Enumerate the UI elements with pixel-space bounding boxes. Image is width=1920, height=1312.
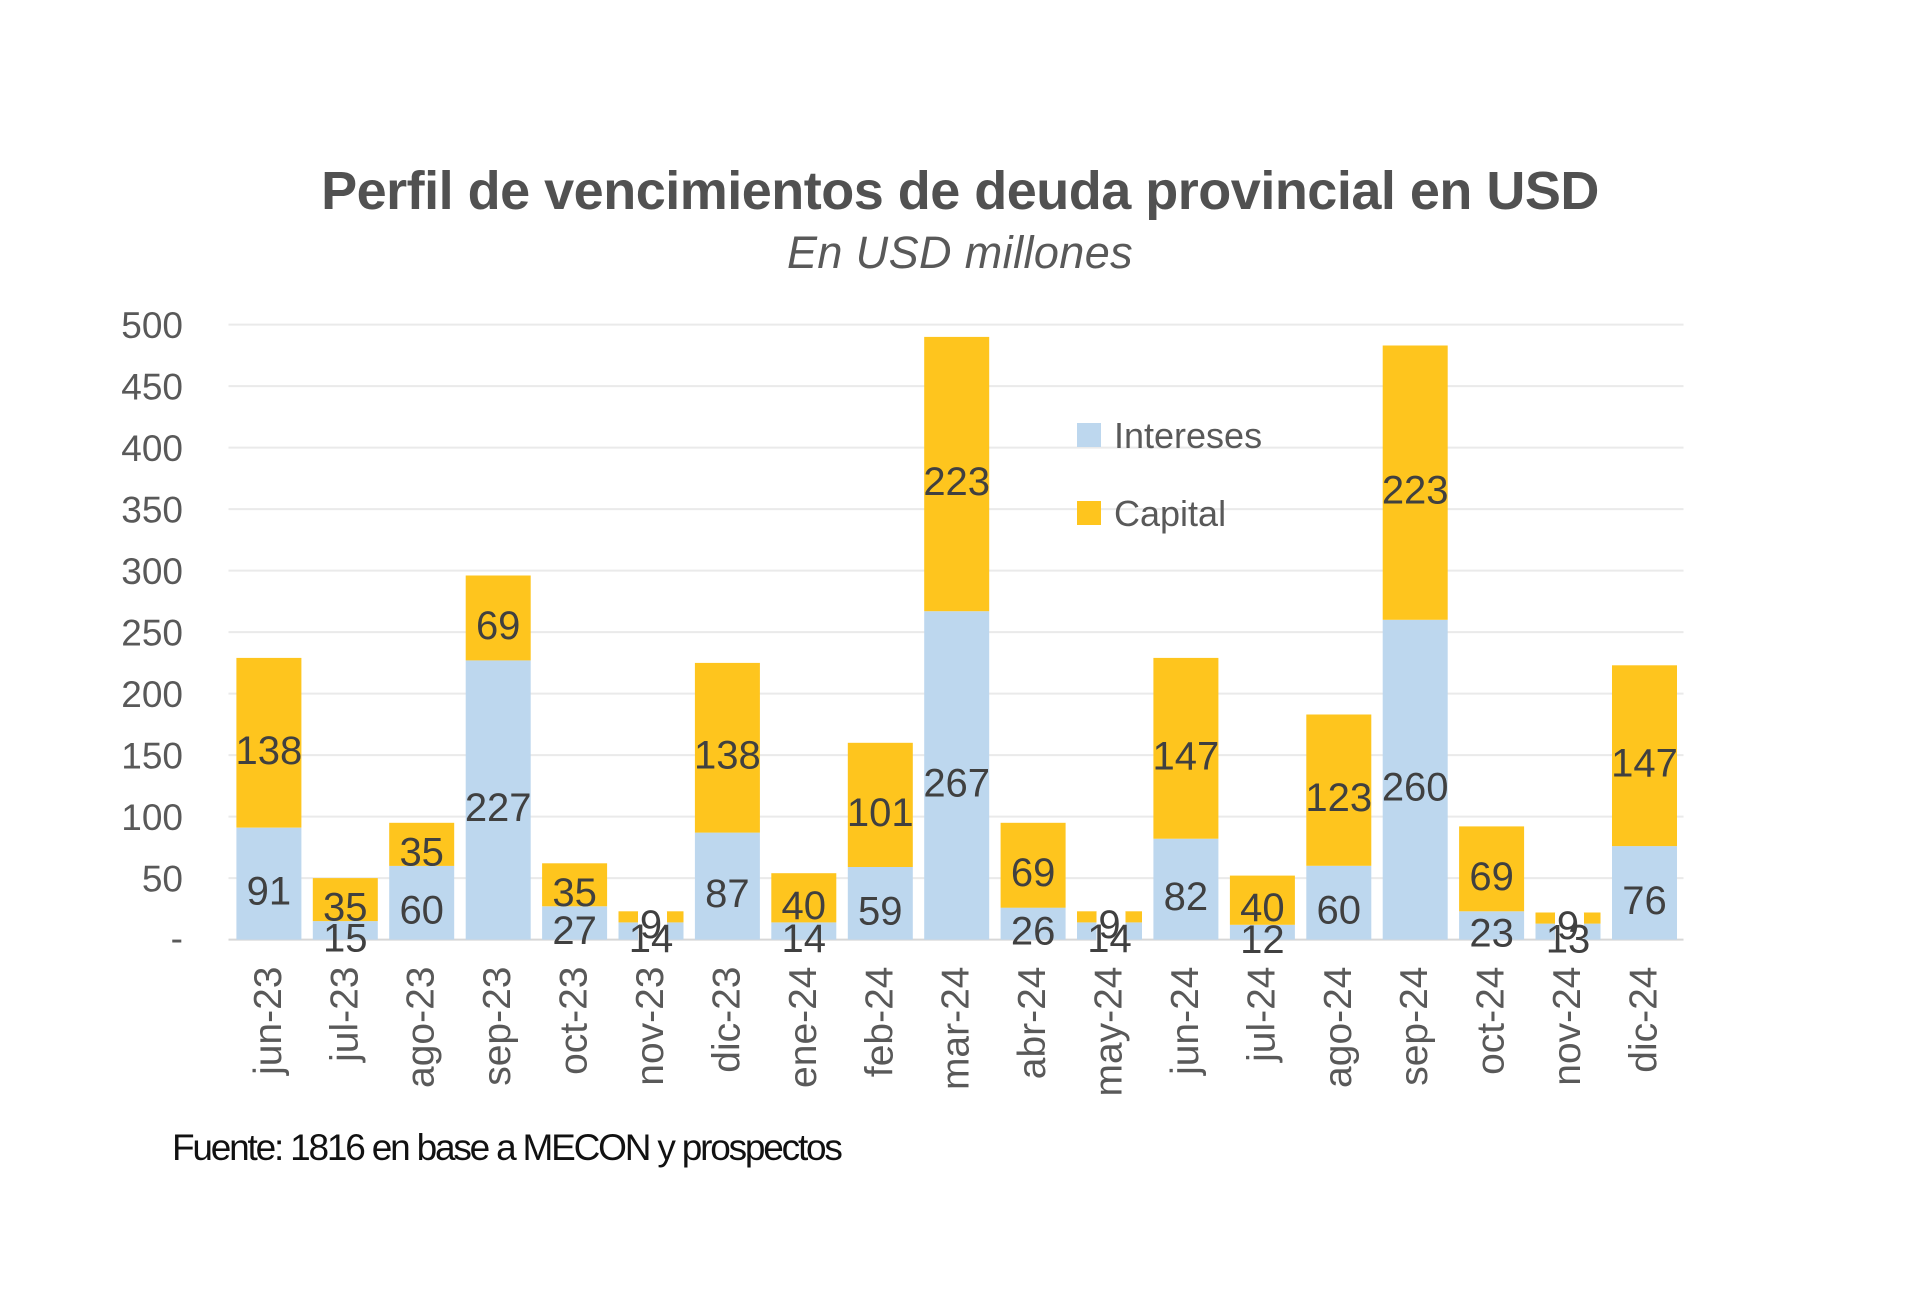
svg-text:14: 14 bbox=[1087, 917, 1132, 961]
svg-text:400: 400 bbox=[121, 428, 183, 469]
svg-text:250: 250 bbox=[121, 612, 183, 653]
svg-text:9: 9 bbox=[640, 903, 662, 947]
svg-text:76: 76 bbox=[1622, 879, 1667, 923]
svg-text:87: 87 bbox=[705, 872, 750, 916]
svg-text:abr-24: abr-24 bbox=[1011, 967, 1054, 1080]
svg-text:223: 223 bbox=[1382, 469, 1449, 513]
svg-text:jul-24: jul-24 bbox=[1240, 967, 1283, 1063]
svg-text:-: - bbox=[171, 918, 183, 959]
svg-text:450: 450 bbox=[121, 366, 183, 407]
svg-text:59: 59 bbox=[858, 889, 903, 933]
svg-text:14: 14 bbox=[782, 917, 827, 961]
svg-text:14: 14 bbox=[629, 917, 674, 961]
svg-text:69: 69 bbox=[1011, 851, 1056, 895]
svg-text:69: 69 bbox=[1469, 855, 1514, 899]
svg-text:300: 300 bbox=[121, 551, 183, 592]
svg-text:Perfil de vencimientos de deud: Perfil de vencimientos de deuda provinci… bbox=[321, 161, 1599, 221]
svg-text:jul-23: jul-23 bbox=[323, 967, 366, 1063]
svg-text:40: 40 bbox=[1240, 886, 1285, 930]
svg-text:ene-24: ene-24 bbox=[782, 967, 825, 1088]
svg-text:500: 500 bbox=[121, 305, 183, 346]
svg-text:9: 9 bbox=[1557, 904, 1579, 948]
svg-text:60: 60 bbox=[1317, 889, 1362, 933]
svg-text:260: 260 bbox=[1382, 766, 1449, 810]
svg-text:15: 15 bbox=[323, 916, 368, 960]
svg-text:35: 35 bbox=[323, 886, 368, 930]
svg-text:13: 13 bbox=[1546, 918, 1591, 962]
svg-text:138: 138 bbox=[694, 734, 761, 778]
svg-text:40: 40 bbox=[782, 884, 827, 928]
svg-text:147: 147 bbox=[1611, 742, 1678, 786]
svg-text:267: 267 bbox=[923, 761, 990, 805]
svg-text:101: 101 bbox=[847, 791, 914, 835]
svg-text:Fuente: 1816 en base a MECON y: Fuente: 1816 en base a MECON y prospecto… bbox=[172, 1127, 842, 1168]
svg-text:150: 150 bbox=[121, 735, 183, 776]
svg-text:dic-24: dic-24 bbox=[1623, 967, 1666, 1073]
svg-text:sep-23: sep-23 bbox=[476, 967, 519, 1086]
svg-text:nov-24: nov-24 bbox=[1546, 967, 1589, 1086]
svg-text:60: 60 bbox=[399, 889, 444, 933]
svg-text:oct-23: oct-23 bbox=[553, 967, 596, 1075]
svg-text:feb-24: feb-24 bbox=[858, 967, 901, 1078]
svg-text:100: 100 bbox=[121, 797, 183, 838]
svg-text:138: 138 bbox=[236, 729, 303, 773]
svg-text:ago-24: ago-24 bbox=[1317, 967, 1360, 1088]
svg-text:350: 350 bbox=[121, 489, 183, 530]
svg-text:123: 123 bbox=[1305, 776, 1372, 820]
svg-text:12: 12 bbox=[1240, 918, 1285, 962]
svg-text:27: 27 bbox=[552, 909, 597, 953]
svg-text:oct-24: oct-24 bbox=[1470, 967, 1513, 1075]
svg-text:jun-24: jun-24 bbox=[1164, 967, 1207, 1076]
svg-text:Capital: Capital bbox=[1114, 493, 1226, 534]
svg-text:50: 50 bbox=[142, 858, 183, 899]
svg-text:may-24: may-24 bbox=[1088, 967, 1131, 1097]
svg-text:sep-24: sep-24 bbox=[1393, 967, 1436, 1086]
svg-text:147: 147 bbox=[1153, 734, 1220, 778]
svg-text:200: 200 bbox=[121, 674, 183, 715]
svg-text:En USD millones: En USD millones bbox=[787, 227, 1133, 278]
svg-text:91: 91 bbox=[247, 870, 292, 914]
svg-text:mar-24: mar-24 bbox=[935, 966, 978, 1090]
svg-text:223: 223 bbox=[923, 460, 990, 504]
svg-text:Intereses: Intereses bbox=[1114, 415, 1262, 456]
svg-text:35: 35 bbox=[552, 871, 597, 915]
svg-text:nov-23: nov-23 bbox=[629, 967, 672, 1086]
svg-text:jun-23: jun-23 bbox=[247, 967, 290, 1076]
svg-text:35: 35 bbox=[399, 830, 444, 874]
svg-text:ago-23: ago-23 bbox=[400, 967, 443, 1088]
svg-text:9: 9 bbox=[1098, 903, 1120, 947]
svg-text:23: 23 bbox=[1469, 912, 1514, 956]
svg-text:82: 82 bbox=[1164, 875, 1209, 919]
svg-text:dic-23: dic-23 bbox=[705, 967, 748, 1073]
svg-text:227: 227 bbox=[465, 786, 532, 830]
svg-text:69: 69 bbox=[476, 604, 521, 648]
svg-text:26: 26 bbox=[1011, 910, 1056, 954]
